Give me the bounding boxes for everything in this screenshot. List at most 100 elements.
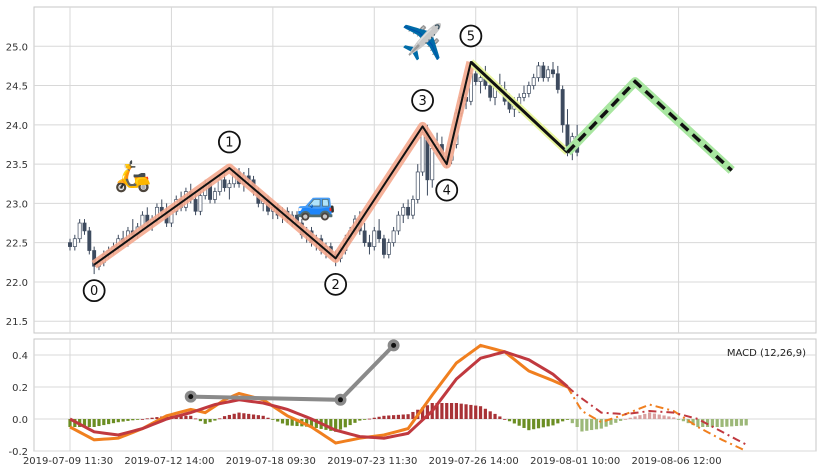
macd-histogram-bar [82, 419, 87, 427]
macd-histogram-bar [266, 417, 270, 419]
price-y-tick-label: 23.0 [6, 199, 28, 210]
macd-histogram-bar [614, 419, 618, 423]
macd-histogram-bar [551, 419, 555, 426]
macd-histogram-bar [662, 415, 666, 419]
candle-body [555, 73, 560, 90]
macd-histogram-bar [488, 411, 492, 419]
candle-body [381, 238, 386, 255]
macd-histogram-bar [647, 412, 652, 419]
macd-histogram-bar [522, 419, 526, 428]
macd-histogram-bar [213, 419, 217, 421]
candle-body [198, 195, 203, 212]
airplane-icon: ✈️ [401, 22, 443, 63]
price-plot-frame [33, 6, 817, 334]
price-y-tick-label: 21.5 [6, 317, 28, 328]
macd-histogram-bar [387, 415, 391, 419]
macd-histogram-bar [280, 419, 285, 424]
macd-histogram-bar [102, 419, 106, 426]
candle-body [488, 85, 493, 98]
x-tick-label: 2019-08-01 10:00 [530, 456, 620, 467]
macd-histogram-bar [449, 403, 454, 419]
macd-histogram-bar [290, 419, 294, 426]
macd-histogram-bar [131, 419, 135, 421]
macd-histogram-bar [633, 416, 637, 419]
scooter-icon: 🛵 [114, 159, 151, 194]
price-panel: 21.522.022.523.023.524.024.525.0 012345 … [6, 6, 817, 334]
macd-histogram-bar [305, 419, 309, 427]
macd-histogram-bar [536, 419, 541, 429]
pivot-label: 0 [90, 284, 98, 299]
macd-histogram-bar [401, 414, 405, 419]
macd-histogram-bar [623, 419, 628, 420]
macd-histogram-bar [657, 414, 661, 419]
candle-body [227, 183, 232, 189]
projection-dashed-line [566, 79, 733, 172]
candle-body [410, 199, 415, 216]
macd-histogram-bar [469, 404, 473, 419]
macd-histogram-bar [619, 419, 623, 421]
macd-histogram-bar [222, 416, 227, 419]
macd-histogram-bar [198, 419, 203, 422]
signal-line-projection [566, 385, 747, 446]
price-y-tick-label: 22.0 [6, 278, 28, 289]
macd-histogram-bar [184, 415, 188, 419]
price-y-tick-labels: 21.5 22.0 22.5 23.0 23.5 24.0 24.5 25.0 [6, 42, 28, 328]
candle-body [87, 230, 92, 251]
macd-histogram-bar [242, 413, 246, 419]
candle-body [478, 77, 483, 82]
macd-y-tick-label: 0.4 [12, 351, 28, 362]
macd-link-node-center [188, 394, 194, 400]
macd-histogram-bar [363, 419, 367, 420]
candle-body [72, 238, 77, 247]
macd-histogram-bar [145, 418, 149, 420]
macd-histogram-bar [276, 419, 280, 422]
pivot-label: 2 [332, 278, 340, 293]
pivot-label: 3 [418, 94, 426, 109]
zigzag-overlay [91, 59, 570, 269]
signal-line [69, 350, 569, 440]
price-y-tick-label: 24.0 [6, 121, 28, 132]
macd-histogram-bar [715, 419, 719, 427]
macd-histogram-bar [498, 416, 502, 419]
macd-panel: -0.2 0.0 0.2 0.4 MACD (12,26,9) [8, 338, 817, 458]
macd-histogram-bar [425, 405, 430, 419]
macd-histogram-bar [92, 419, 96, 427]
macd-histogram-bar [507, 419, 512, 422]
macd-histogram-bar [691, 419, 695, 426]
macd-histogram-bar [227, 414, 231, 419]
candle-body [526, 85, 531, 94]
pivot-marker [435, 178, 459, 202]
macd-histogram-bar [730, 419, 734, 427]
macd-histogram-bar [285, 419, 289, 426]
x-tick-labels: 2019-07-09 11:30 2019-07-12 14:00 2019-07-… [23, 456, 722, 467]
candle-body [68, 242, 72, 247]
macd-link-node-center [391, 342, 397, 348]
macd-histogram-bar [701, 419, 705, 427]
candle-body [522, 93, 526, 98]
macd-histogram-bar [580, 419, 584, 432]
candle-body [430, 148, 435, 181]
macd-histogram-bar [353, 419, 357, 423]
macd-histogram-bar [604, 419, 608, 427]
macd-histogram-bar [251, 414, 256, 419]
macd-histogram-bar [189, 415, 193, 419]
candle-body [217, 179, 222, 192]
macd-histogram-bar [348, 419, 352, 426]
macd-histogram-bar [247, 413, 251, 419]
pivot-marker [217, 130, 241, 154]
candle-body [193, 199, 198, 212]
price-y-tick-label: 25.0 [6, 42, 28, 53]
macd-histogram-bar [585, 419, 589, 431]
macd-histogram-bar [116, 419, 120, 423]
candle-body [222, 179, 227, 189]
candle-body [473, 73, 478, 82]
macd-histogram-bar [459, 403, 463, 419]
annotation-icons: 🛵 🚙 ✈️ [114, 22, 444, 222]
macd-y-tick-label: 0.0 [12, 415, 28, 426]
macd-histogram-bar [512, 419, 516, 424]
candle-body [551, 69, 555, 75]
macd-histogram-bar [136, 419, 140, 420]
price-y-tick-label: 24.5 [6, 82, 28, 93]
candle-body [560, 89, 565, 126]
macd-histogram-bar [739, 419, 743, 426]
